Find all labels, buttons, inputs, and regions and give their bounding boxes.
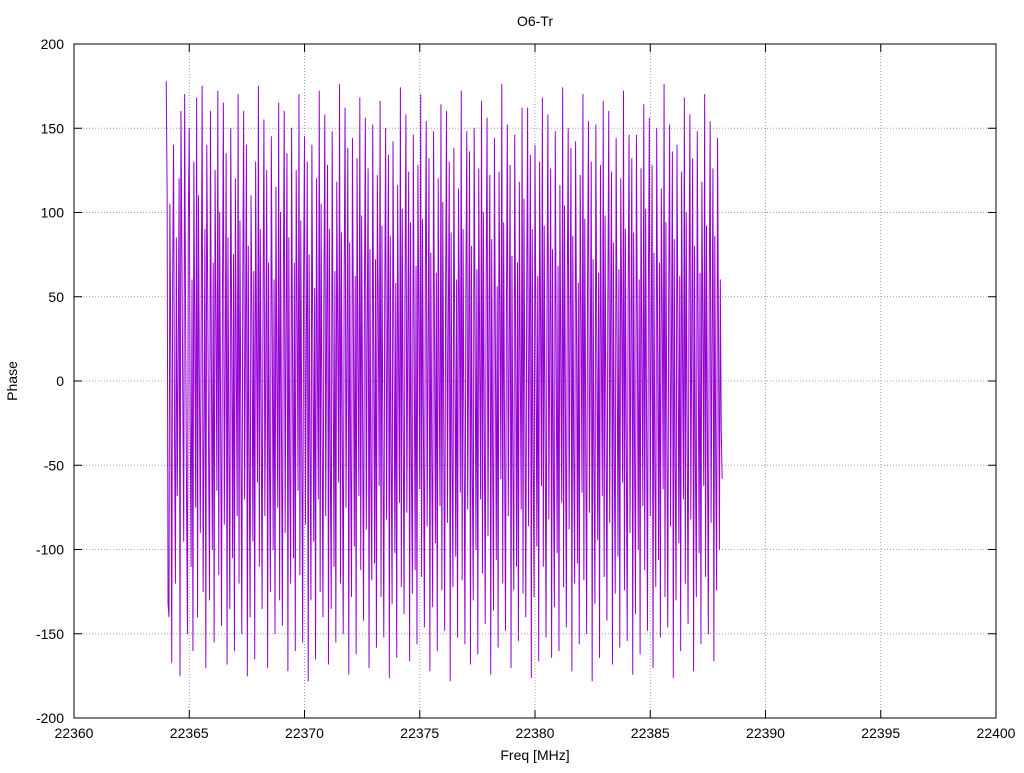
y-tick-label: 150: [41, 120, 65, 136]
x-tick-label: 22380: [516, 725, 555, 741]
tick-labels: 22360 22365 22370 22375 22380 22385 22390 22395…: [36, 36, 1016, 741]
x-tick-label: 22375: [400, 725, 439, 741]
y-tick-label: -100: [36, 542, 64, 558]
y-tick-label: -50: [44, 457, 64, 473]
plot-area: [165, 81, 723, 682]
x-tick-label: 22365: [170, 725, 209, 741]
y-axis-label: Phase: [4, 361, 20, 401]
y-tick-label: 50: [48, 289, 64, 305]
y-tick-label: 100: [41, 205, 65, 221]
x-tick-label: 22390: [746, 725, 785, 741]
phase-series-line: [165, 81, 723, 682]
x-tick-label: 22385: [631, 725, 670, 741]
x-tick-label: 22400: [977, 725, 1016, 741]
y-tick-label: -150: [36, 626, 64, 642]
x-axis-label: Freq [MHz]: [500, 747, 569, 763]
chart-title: O6-Tr: [517, 13, 553, 29]
x-tick-label: 22395: [861, 725, 900, 741]
axis-ticks: [73, 43, 997, 719]
y-tick-label: 200: [41, 36, 65, 52]
x-tick-label: 22370: [285, 725, 324, 741]
y-tick-label: 0: [56, 373, 64, 389]
y-tick-label: -200: [36, 710, 64, 726]
x-tick-label: 22360: [55, 725, 94, 741]
